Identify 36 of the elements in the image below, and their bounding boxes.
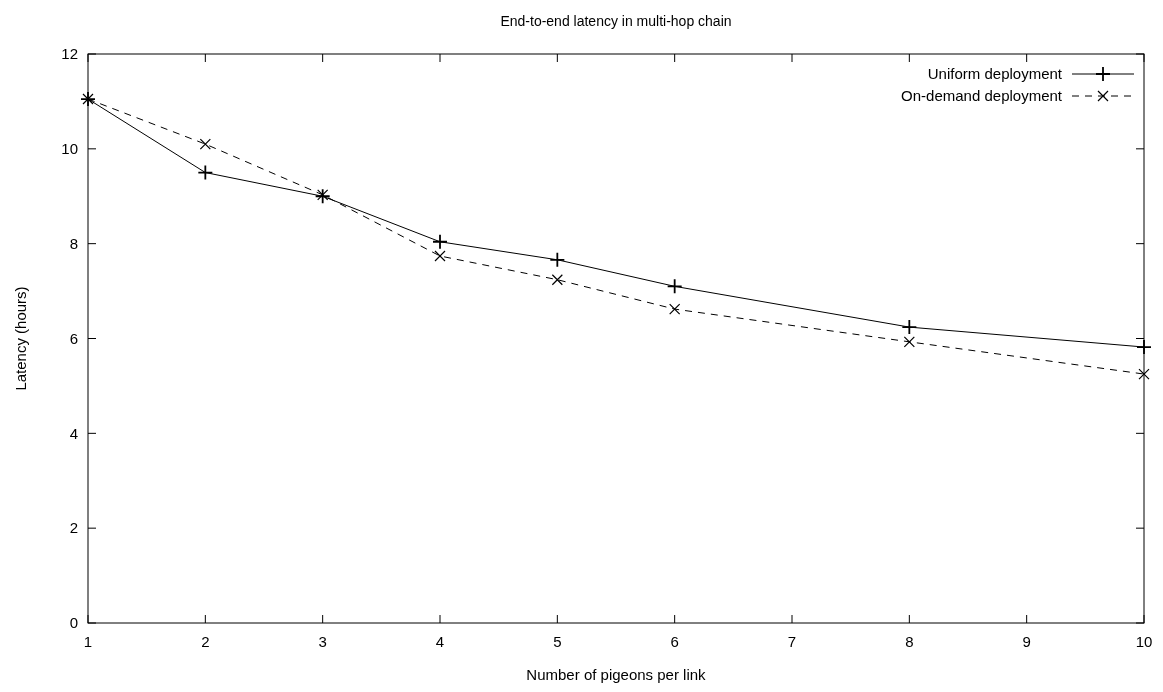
x-axis-title: Number of pigeons per link bbox=[526, 666, 707, 683]
y-tick-label: 8 bbox=[69, 234, 78, 252]
y-tick-label: 10 bbox=[61, 140, 78, 158]
x-tick-label: 7 bbox=[787, 633, 797, 650]
legend-label: Uniform deployment bbox=[927, 65, 1063, 83]
legend-label: On-demand deployment bbox=[901, 87, 1063, 105]
y-axis-title: Latency (hours) bbox=[12, 286, 29, 391]
x-tick-label: 10 bbox=[1135, 633, 1153, 650]
x-tick-label: 6 bbox=[670, 633, 679, 650]
y-tick-label: 2 bbox=[69, 519, 78, 537]
x-tick-label: 2 bbox=[201, 633, 210, 650]
x-tick-label: 4 bbox=[435, 633, 445, 650]
x-tick-label: 9 bbox=[1022, 633, 1031, 650]
point bbox=[434, 250, 446, 262]
point bbox=[197, 164, 214, 181]
point bbox=[669, 303, 681, 315]
y-tick-label: 4 bbox=[69, 424, 78, 442]
point bbox=[901, 319, 918, 336]
point bbox=[314, 188, 331, 205]
point bbox=[199, 138, 211, 150]
point bbox=[549, 251, 566, 268]
point bbox=[666, 278, 683, 295]
point bbox=[1138, 368, 1150, 380]
x-tick-label: 5 bbox=[553, 633, 562, 650]
x-tick-label: 3 bbox=[318, 633, 327, 650]
x-tick-label: 8 bbox=[905, 633, 914, 650]
point bbox=[551, 274, 563, 286]
point bbox=[317, 189, 329, 201]
x-tick-label: 1 bbox=[83, 633, 93, 650]
point bbox=[432, 233, 448, 250]
point bbox=[903, 336, 915, 348]
y-tick-label: 6 bbox=[69, 329, 78, 347]
y-tick-label: 0 bbox=[69, 614, 78, 632]
chart-title: End-to-end latency in multi-hop chain bbox=[500, 13, 732, 29]
point bbox=[1136, 339, 1152, 355]
y-tick-label: 12 bbox=[61, 45, 78, 63]
